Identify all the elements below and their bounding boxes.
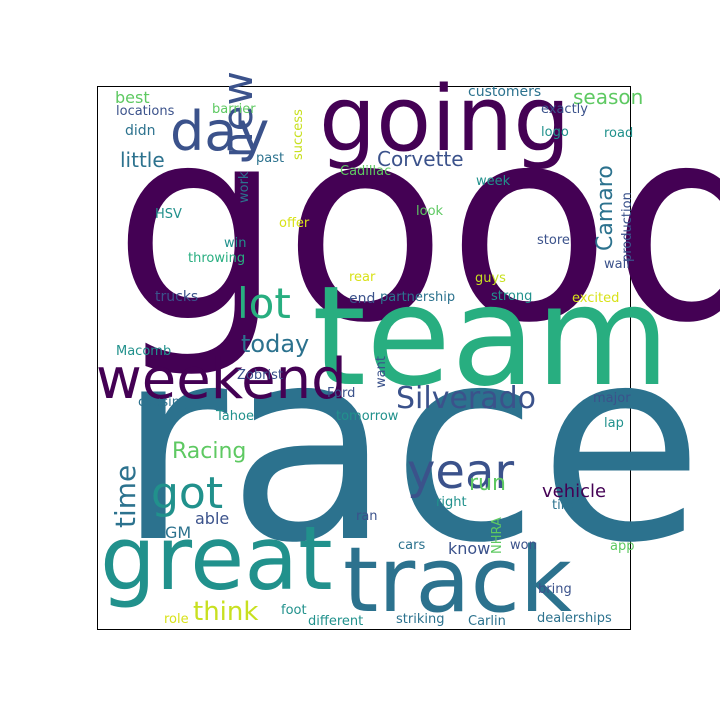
word-past: past — [256, 151, 284, 166]
word-lot: lot — [237, 279, 291, 328]
word-lap: lap — [604, 416, 624, 431]
word-strong: strong — [491, 289, 532, 304]
word-causing: causing — [138, 395, 188, 410]
word-barrier: barrier — [212, 102, 256, 117]
word-silverado: Silverado — [396, 381, 536, 416]
word-hsv: HSV — [155, 207, 182, 222]
word-corvette: Corvette — [377, 147, 464, 171]
word-partnership: partnership — [380, 290, 455, 305]
word-team: team — [312, 256, 670, 417]
word-dealerships: dealerships — [537, 611, 612, 626]
word-racing: Racing — [172, 439, 246, 464]
word-good: good — [113, 70, 720, 382]
word-nhra: NHRA — [490, 517, 505, 554]
word-different: different — [308, 614, 363, 629]
word-didn: didn — [125, 123, 156, 139]
word-won: won — [510, 538, 537, 553]
word-success: success — [291, 109, 306, 160]
word-ran: ran — [356, 509, 378, 524]
word-going: going — [319, 67, 570, 172]
word-got: got — [151, 468, 223, 519]
word-track: track — [343, 528, 572, 633]
word-macomb: Macomb — [116, 344, 171, 359]
word-week: week — [476, 174, 511, 189]
word-able: able — [195, 509, 229, 528]
word-major: major — [593, 391, 631, 406]
word-know: know — [448, 539, 490, 558]
word-tahoe: Tahoe — [215, 409, 254, 424]
word-win: win — [224, 236, 246, 251]
word-want: want — [374, 356, 389, 388]
word-tomorrow: tomorrow — [336, 409, 399, 424]
word-run: run — [469, 471, 506, 496]
word-carlin: Carlin — [468, 614, 506, 629]
word-guys: guys — [475, 271, 506, 286]
word-tire: tire — [552, 498, 574, 513]
word-think: think — [193, 597, 258, 627]
word-look: look — [416, 204, 444, 219]
word-race: race — [117, 290, 704, 602]
word-vehicle: vehicle — [542, 481, 606, 502]
word-camaro: Camaro — [593, 165, 618, 251]
word-road: road — [604, 126, 633, 141]
word-end: end — [349, 291, 375, 307]
word-zobrist: Zobrist — [237, 368, 283, 383]
word-wall: wall — [604, 257, 630, 272]
word-cadillac: Cadillac — [340, 164, 391, 179]
word-customers: customers — [468, 84, 541, 100]
word-today: today — [241, 330, 309, 358]
word-role: role — [164, 612, 189, 627]
word-app: app — [610, 539, 634, 554]
word-offer: offer — [279, 216, 310, 231]
word-weekend: weekend — [96, 347, 347, 412]
word-ford: Ford — [327, 386, 355, 401]
word-cloud-frame — [97, 86, 631, 630]
word-excited: excited — [572, 291, 619, 306]
word-production: production — [620, 192, 635, 262]
word-striking: striking — [396, 612, 444, 627]
word-work: work — [237, 171, 252, 203]
word-rear: rear — [349, 270, 376, 285]
word-foot: foot — [281, 603, 307, 618]
word-great: great — [100, 507, 333, 610]
word-gm: GM — [165, 523, 191, 542]
word-season: season — [573, 85, 643, 109]
word-locations: locations — [116, 104, 175, 119]
word-store: store — [537, 233, 570, 248]
word-cars: cars — [398, 538, 425, 553]
word-best: best — [115, 88, 150, 107]
word-bring: bring — [538, 582, 572, 597]
word-year: year — [407, 444, 514, 500]
word-throwing: throwing — [188, 251, 245, 266]
word-little: little — [120, 148, 165, 172]
word-trucks: trucks — [155, 289, 198, 305]
word-right: right — [436, 495, 467, 510]
word-time: time — [109, 465, 142, 528]
word-new: new — [213, 71, 262, 158]
word-logo: logo — [541, 125, 569, 140]
word-day: day — [170, 100, 269, 163]
word-exactly: exactly — [541, 102, 588, 117]
